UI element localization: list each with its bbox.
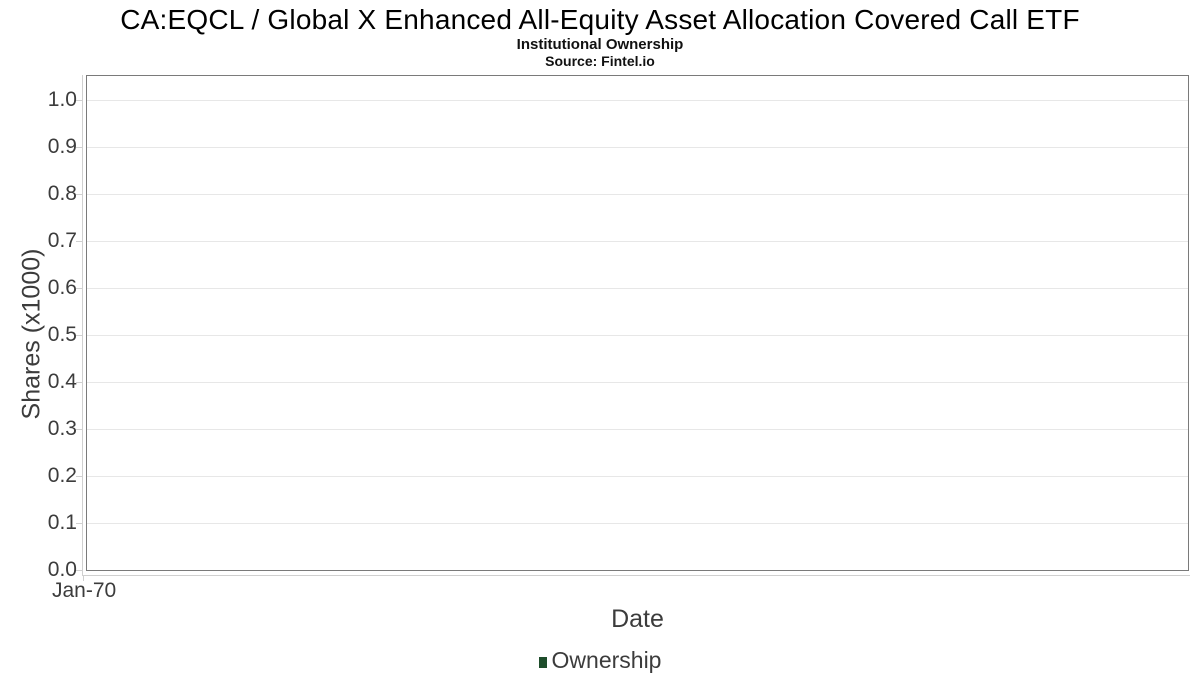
y-gridline <box>87 334 1188 336</box>
y-gridline <box>87 475 1188 477</box>
legend: Ownership <box>0 647 1200 674</box>
y-tick-label: 1.0 <box>47 88 77 111</box>
y-gridline <box>87 146 1188 148</box>
x-axis-title: Date <box>611 605 664 633</box>
chart-source-credit: Source: Fintel.io <box>545 53 655 69</box>
y-gridline <box>87 240 1188 242</box>
y-gridline <box>87 287 1188 289</box>
y-tick-label: 0.0 <box>47 558 77 581</box>
y-tick-label: 0.1 <box>47 511 77 534</box>
x-tick-label: Jan-70 <box>52 579 117 602</box>
y-gridline <box>87 193 1188 195</box>
y-tick-label: 0.9 <box>47 135 77 158</box>
chart-title: CA:EQCL / Global X Enhanced All-Equity A… <box>120 4 1080 35</box>
legend-item-ownership[interactable]: Ownership <box>538 647 662 674</box>
y-gridline <box>87 522 1188 524</box>
y-tick-label: 0.8 <box>47 182 77 205</box>
y-axis-title: Shares (x1000) <box>17 248 46 420</box>
legend-label: Ownership <box>551 647 662 673</box>
plot-area <box>86 75 1189 571</box>
legend-swatch-icon <box>538 657 547 668</box>
y-gridline <box>87 428 1188 430</box>
y-gridline <box>87 381 1188 383</box>
y-axis-line <box>82 75 83 576</box>
x-axis-line <box>82 575 1190 576</box>
x-tick-mark <box>83 576 84 581</box>
y-tick-label: 0.2 <box>47 464 77 487</box>
y-tick-label: 0.3 <box>47 417 77 440</box>
chart-subtitle: Institutional Ownership <box>516 36 684 53</box>
y-gridline <box>87 99 1188 101</box>
